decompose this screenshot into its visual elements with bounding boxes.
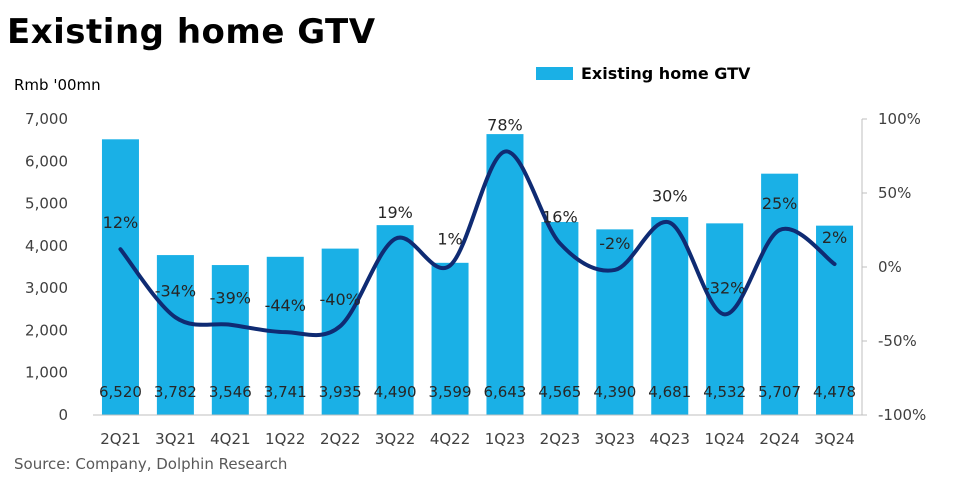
- y-tick-label: 4,000: [25, 237, 68, 255]
- y-tick-label: 3,000: [25, 279, 68, 297]
- growth-label-3Q24: 2%: [822, 228, 847, 247]
- growth-line-series: [118, 149, 837, 338]
- growth-labels: 12% -34% -39% -44% -40% 19% 1% 78% 16% -2% 30% -32%…: [103, 116, 848, 316]
- x-tick-label-4Q23: 4Q23: [650, 430, 690, 448]
- growth-label-2Q24: 25%: [762, 194, 798, 213]
- x-tick-label-1Q24: 1Q24: [704, 430, 744, 448]
- growth-label-1Q24: -32%: [704, 278, 745, 297]
- y-tick-label: 5,000: [25, 195, 68, 213]
- bar-3Q21: [156, 255, 194, 415]
- bar-value-label-4Q21: 3,546: [209, 383, 252, 401]
- bar-value-labels: 6,520 3,782 3,546 3,741 3,935 4,490 3,599 6,643…: [99, 383, 856, 401]
- growth-line: [118, 149, 837, 338]
- bar-2Q24: [761, 173, 799, 415]
- bar-value-label-2Q23: 4,565: [538, 383, 581, 401]
- bar-value-label-4Q23: 4,681: [648, 383, 691, 401]
- y-tick-label: 2,000: [25, 321, 68, 339]
- x-tick-label-2Q23: 2Q23: [540, 430, 580, 448]
- legend-swatch: [536, 67, 573, 80]
- x-tick-label-2Q22: 2Q22: [320, 430, 360, 448]
- bar-value-label-2Q22: 3,935: [319, 383, 362, 401]
- bar-value-label-4Q22: 3,599: [429, 383, 472, 401]
- y-axis-unit-label: Rmb '00mn: [14, 76, 101, 94]
- growth-label-2Q23: 16%: [542, 207, 578, 226]
- x-tick-label-3Q22: 3Q22: [375, 430, 415, 448]
- x-tick-label-4Q22: 4Q22: [430, 430, 470, 448]
- bar-3Q24: [816, 225, 854, 415]
- bar-series: [101, 134, 854, 415]
- bar-4Q21: [211, 265, 249, 415]
- bar-1Q24: [706, 223, 744, 415]
- bar-3Q22: [376, 225, 414, 415]
- x-tick-label-2Q21: 2Q21: [100, 430, 140, 448]
- growth-label-4Q22: 1%: [437, 230, 462, 249]
- growth-label-3Q21: -34%: [155, 281, 196, 300]
- y-tick-label: 7,000: [25, 110, 68, 128]
- x-tick-label-3Q24: 3Q24: [814, 430, 854, 448]
- growth-label-2Q21: 12%: [103, 213, 139, 232]
- y2-tick-label: 100%: [878, 110, 921, 128]
- growth-label-3Q22: 19%: [377, 203, 413, 222]
- y2-tick-label: -100%: [878, 406, 926, 424]
- bar-value-label-1Q23: 6,643: [483, 383, 526, 401]
- bar-value-label-1Q22: 3,741: [264, 383, 307, 401]
- y2-tick-label: 0%: [878, 258, 902, 276]
- x-axis: 2Q21 3Q21 4Q21 1Q22 2Q22 3Q22 4Q22 1Q23 2Q23 3Q23…: [93, 414, 862, 448]
- left-y-axis: 0 1,000 2,000 3,000 4,000 5,000 6,000 7,000: [25, 110, 68, 424]
- x-tick-label-1Q23: 1Q23: [485, 430, 525, 448]
- bar-2Q21: [101, 139, 139, 415]
- legend-label: Existing home GTV: [581, 64, 751, 83]
- x-tick-label-1Q22: 1Q22: [265, 430, 305, 448]
- bar-value-label-3Q21: 3,782: [154, 383, 197, 401]
- bar-value-label-3Q22: 4,490: [374, 383, 417, 401]
- right-y-axis: -100% -50% 0% 50% 100%: [861, 110, 926, 424]
- bar-value-label-3Q24: 4,478: [813, 383, 856, 401]
- growth-label-3Q23: -2%: [599, 234, 630, 253]
- y-tick-label: 1,000: [25, 364, 68, 382]
- source-note: Source: Company, Dolphin Research: [14, 455, 288, 473]
- bar-value-label-2Q24: 5,707: [758, 383, 801, 401]
- chart-legend: Existing home GTV: [536, 64, 750, 83]
- bar-value-label-1Q24: 4,532: [703, 383, 746, 401]
- bar-4Q23: [651, 217, 689, 415]
- growth-label-2Q22: -40%: [320, 290, 361, 309]
- y-tick-label: 0: [58, 406, 68, 424]
- bar-1Q22: [266, 256, 304, 415]
- y2-tick-label: 50%: [878, 184, 911, 202]
- growth-label-1Q22: -44%: [265, 296, 306, 315]
- bar-4Q22: [431, 262, 469, 415]
- x-tick-label-4Q21: 4Q21: [210, 430, 250, 448]
- growth-label-1Q23: 78%: [487, 116, 523, 135]
- y2-tick-label: -50%: [878, 332, 917, 350]
- chart-title: Existing home GTV: [7, 12, 376, 52]
- x-tick-label-3Q23: 3Q23: [595, 430, 635, 448]
- y-tick-label: 6,000: [25, 152, 68, 170]
- bar-1Q23: [486, 134, 524, 415]
- x-tick-label-2Q24: 2Q24: [759, 430, 799, 448]
- bar-value-label-3Q23: 4,390: [593, 383, 636, 401]
- growth-label-4Q21: -39%: [210, 289, 251, 308]
- growth-label-4Q23: 30%: [652, 187, 688, 206]
- x-tick-label-3Q21: 3Q21: [155, 430, 195, 448]
- bar-value-label-2Q21: 6,520: [99, 383, 142, 401]
